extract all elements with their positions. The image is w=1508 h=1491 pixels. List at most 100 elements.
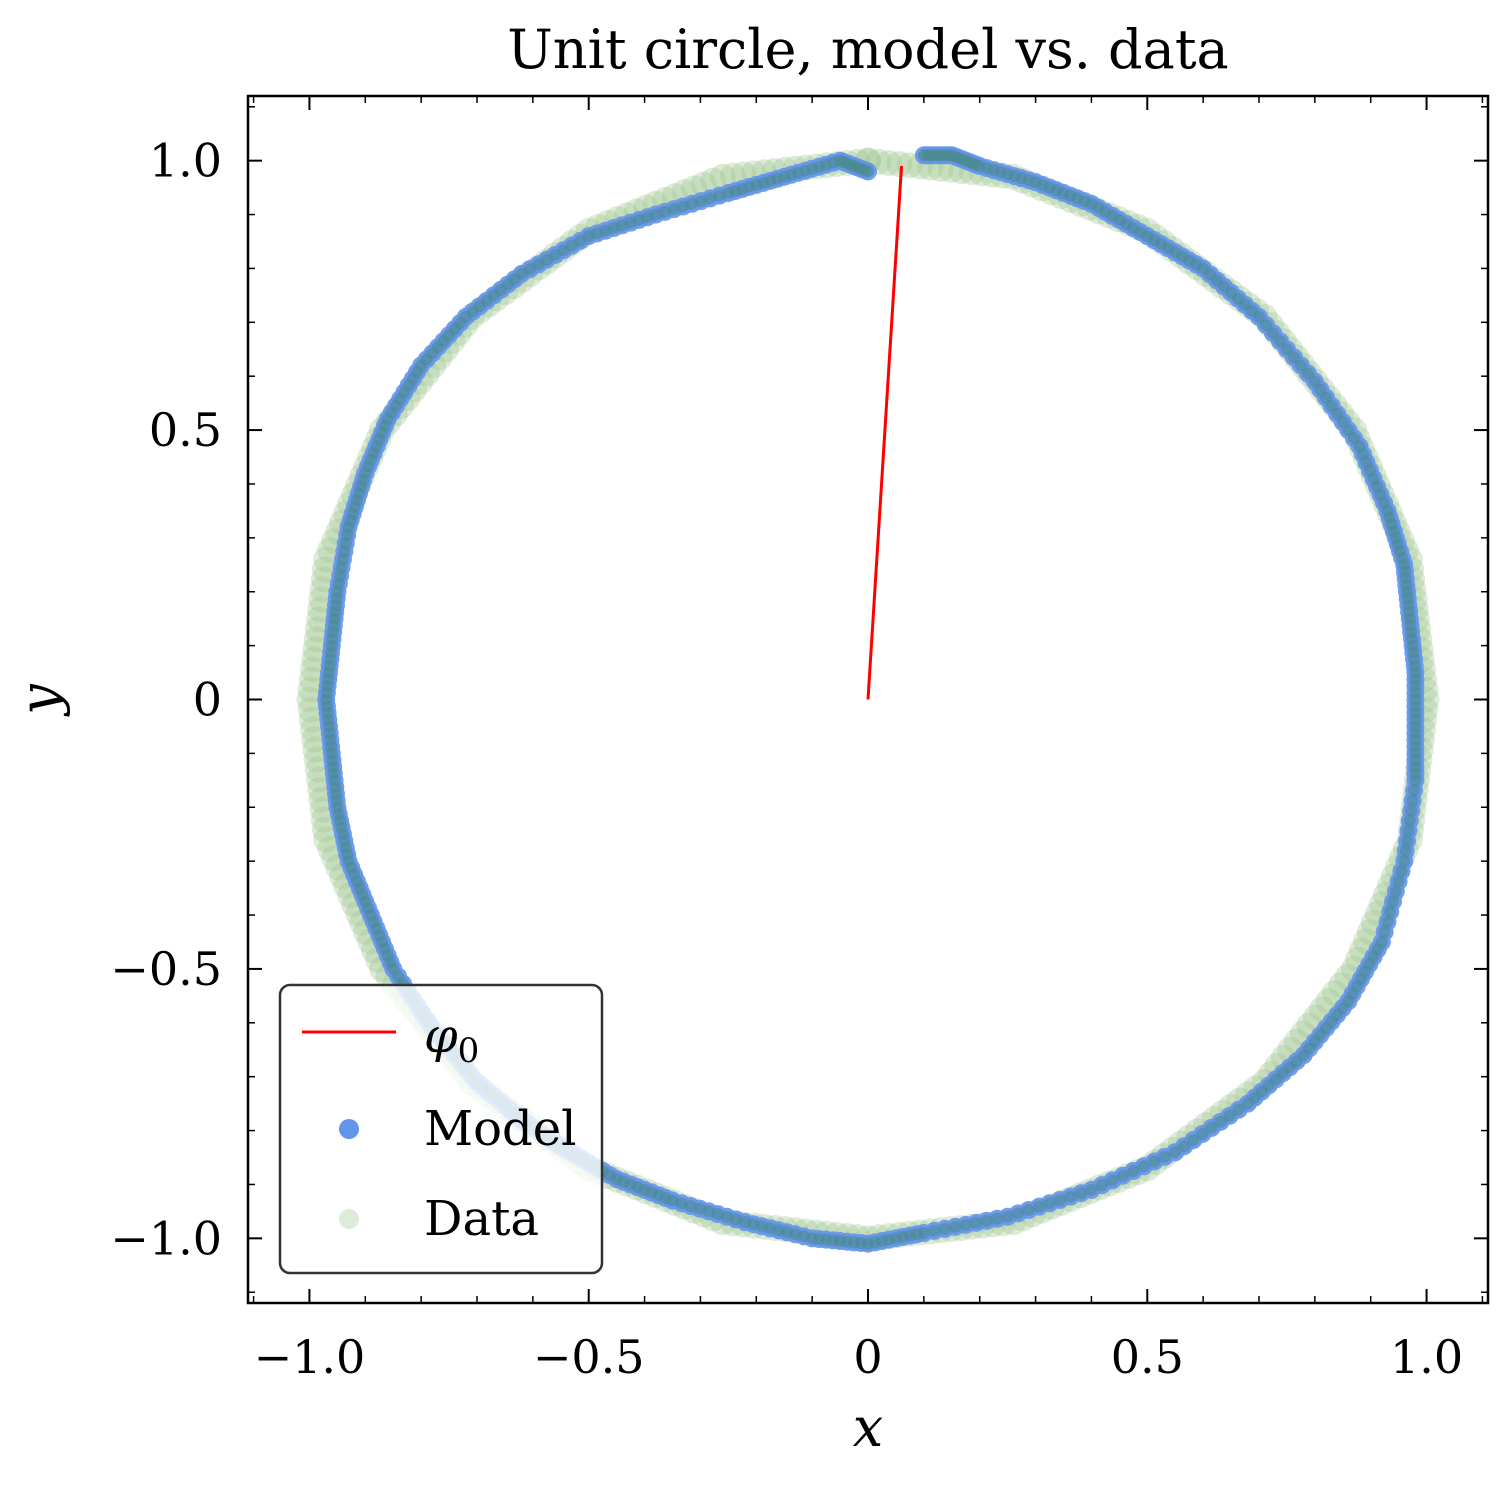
overlap-point	[928, 1224, 941, 1237]
overlap-point	[1178, 1140, 1191, 1153]
y-tick-label: −1.0	[110, 1211, 222, 1265]
overlap-point	[1001, 1210, 1014, 1223]
overlap-point	[1116, 1169, 1129, 1182]
data-point	[296, 686, 323, 713]
overlap-point	[675, 1197, 688, 1210]
overlap-point	[1266, 327, 1279, 340]
data-point	[709, 163, 736, 190]
legend-model-swatch	[339, 1119, 359, 1139]
overlap-point	[1405, 804, 1418, 817]
legend-data-swatch	[339, 1209, 359, 1229]
overlap-point	[1403, 814, 1416, 827]
overlap-point	[1169, 1146, 1182, 1159]
data-point	[297, 696, 324, 723]
x-tick-label: 0.5	[1111, 1330, 1184, 1384]
overlap-point	[695, 195, 708, 208]
data-point	[298, 706, 325, 733]
overlap-point	[693, 1202, 706, 1215]
overlap-point	[862, 165, 874, 178]
data-point	[875, 149, 902, 176]
data-point	[302, 736, 329, 763]
overlap-point	[1401, 834, 1414, 847]
overlap-point	[720, 1210, 733, 1223]
overlap-point	[1158, 1150, 1171, 1163]
overlap-series	[320, 149, 1422, 1250]
overlap-point	[1106, 1174, 1119, 1187]
overlap-point	[676, 200, 689, 213]
y-tick-label: −0.5	[110, 942, 222, 996]
legend-model-label: Model	[424, 1101, 577, 1157]
overlap-point	[713, 189, 726, 202]
overlap-point	[1273, 335, 1286, 348]
overlap-point	[1252, 310, 1265, 323]
overlap-point	[1381, 915, 1394, 928]
x-tick-label: 0	[853, 1330, 882, 1384]
y-axis-title: y	[8, 683, 71, 717]
overlap-point	[730, 1213, 743, 1226]
data-point	[300, 656, 327, 683]
overlap-point	[711, 1208, 724, 1221]
overlap-point	[1398, 855, 1411, 868]
overlap-point	[1409, 774, 1422, 787]
overlap-point	[1085, 1183, 1098, 1196]
overlap-point	[1387, 895, 1400, 908]
overlap-point	[949, 1220, 962, 1233]
overlap-point	[1064, 1190, 1077, 1203]
legend-data-label: Data	[424, 1191, 539, 1247]
overlap-point	[1402, 824, 1415, 837]
overlap-point	[1033, 1200, 1046, 1213]
data-point	[298, 666, 325, 693]
overlap-point	[684, 1200, 697, 1213]
overlap-point	[702, 1205, 715, 1218]
overlap-point	[1127, 1164, 1140, 1177]
data-point	[302, 636, 329, 663]
overlap-point	[1214, 1115, 1227, 1128]
overlap-point	[1012, 1207, 1025, 1220]
series-layer	[296, 146, 1440, 1253]
overlap-point	[739, 1216, 752, 1229]
overlap-point	[1095, 1179, 1108, 1192]
overlap-point	[1395, 865, 1408, 878]
overlap-point	[1294, 359, 1307, 372]
overlap-point	[1378, 925, 1391, 938]
x-tick-label: −0.5	[533, 1330, 645, 1384]
overlap-point	[1241, 1097, 1254, 1110]
overlap-point	[1407, 784, 1420, 797]
axes-layer: −1.0 −0.5 0 0.5 1.0 −1.0 −0.5 0 0.5 1.0	[110, 96, 1488, 1384]
overlap-point	[649, 208, 662, 221]
overlap-point	[991, 1212, 1004, 1225]
overlap-point	[980, 1214, 993, 1227]
overlap-point	[1406, 794, 1419, 807]
overlap-point	[1287, 351, 1300, 364]
overlap-point	[1074, 1187, 1087, 1200]
overlap-point	[1196, 1127, 1209, 1140]
x-axis-title: x	[853, 1396, 883, 1459]
y-tick-label: 0.5	[149, 403, 222, 457]
overlap-point	[1389, 885, 1402, 898]
overlap-point	[1232, 1103, 1245, 1116]
overlap-point	[1205, 1121, 1218, 1134]
data-point	[297, 676, 324, 703]
legend-phi0-label: φ0	[424, 1008, 479, 1071]
overlap-point	[1280, 343, 1293, 356]
overlap-point	[667, 203, 680, 216]
overlap-point	[1399, 845, 1412, 858]
overlap-point	[658, 205, 671, 218]
overlap-point	[686, 197, 699, 210]
chart-title: Unit circle, model vs. data	[507, 18, 1228, 81]
phi0-line	[866, 165, 904, 700]
data-point	[300, 716, 327, 743]
x-tick-label: 1.0	[1390, 1330, 1463, 1384]
overlap-point	[1043, 1197, 1056, 1210]
overlap-point	[1148, 1155, 1161, 1168]
overlap-point	[1022, 1204, 1035, 1217]
overlap-point	[1223, 1109, 1236, 1122]
overlap-point	[1392, 875, 1405, 888]
overlap-point	[1054, 1193, 1067, 1206]
overlap-point	[1259, 319, 1272, 332]
overlap-point	[970, 1216, 983, 1229]
overlap-point	[1384, 905, 1397, 918]
overlap-point	[938, 1222, 951, 1235]
